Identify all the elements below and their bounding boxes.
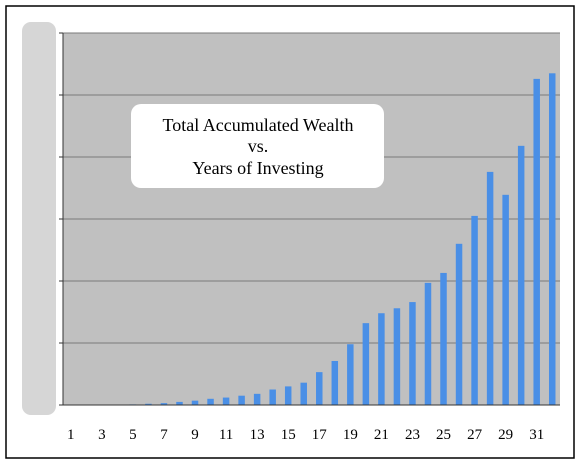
bar [238,395,245,405]
x-tick-label: 25 [436,427,451,443]
x-tick-label: 29 [498,427,513,443]
x-tick-label: 11 [219,427,233,443]
x-tick-label: 31 [529,427,544,443]
bar [362,323,370,405]
bar [440,272,447,405]
bar [300,382,307,405]
bar [145,403,152,405]
x-tick-label: 23 [405,427,420,443]
x-tick-label: 27 [467,427,483,443]
chart-title: vs. [248,136,269,156]
bar [191,400,199,405]
bar [486,171,494,405]
bar [393,308,401,405]
x-axis: 1 3 5 7 9 11 13 15 17 19 21 23 25 27 29 31 [67,427,544,443]
x-tick-label: 15 [281,427,296,443]
title-box [131,104,384,188]
x-tick-label: 17 [312,427,328,443]
bar [347,344,354,405]
x-tick-label: 7 [160,427,168,443]
chart-title: Total Accumulated Wealth [163,115,354,135]
bar [176,401,183,405]
bar [207,398,214,405]
axis-cover [22,22,56,415]
x-tick-label: 21 [374,427,389,443]
bar [517,145,525,405]
bar [455,243,463,405]
bar [284,386,292,405]
bar [331,360,339,405]
x-tick-label: 3 [98,427,106,443]
bar [548,73,556,406]
bar [378,313,385,405]
x-tick-label: 13 [250,427,265,443]
bar [160,403,168,405]
bar [424,282,432,405]
bar [222,397,230,405]
bar [533,78,540,405]
bars [129,73,556,406]
x-tick-label: 5 [129,427,137,443]
bar [502,194,509,405]
bar [253,393,261,405]
chart-title: Years of Investing [192,158,323,178]
x-tick-label: 19 [343,427,358,443]
bar [316,372,323,405]
x-tick-label: 1 [67,427,75,443]
x-tick-label: 9 [191,427,199,443]
bar [269,389,276,405]
bar [409,302,416,405]
bar [471,215,478,405]
